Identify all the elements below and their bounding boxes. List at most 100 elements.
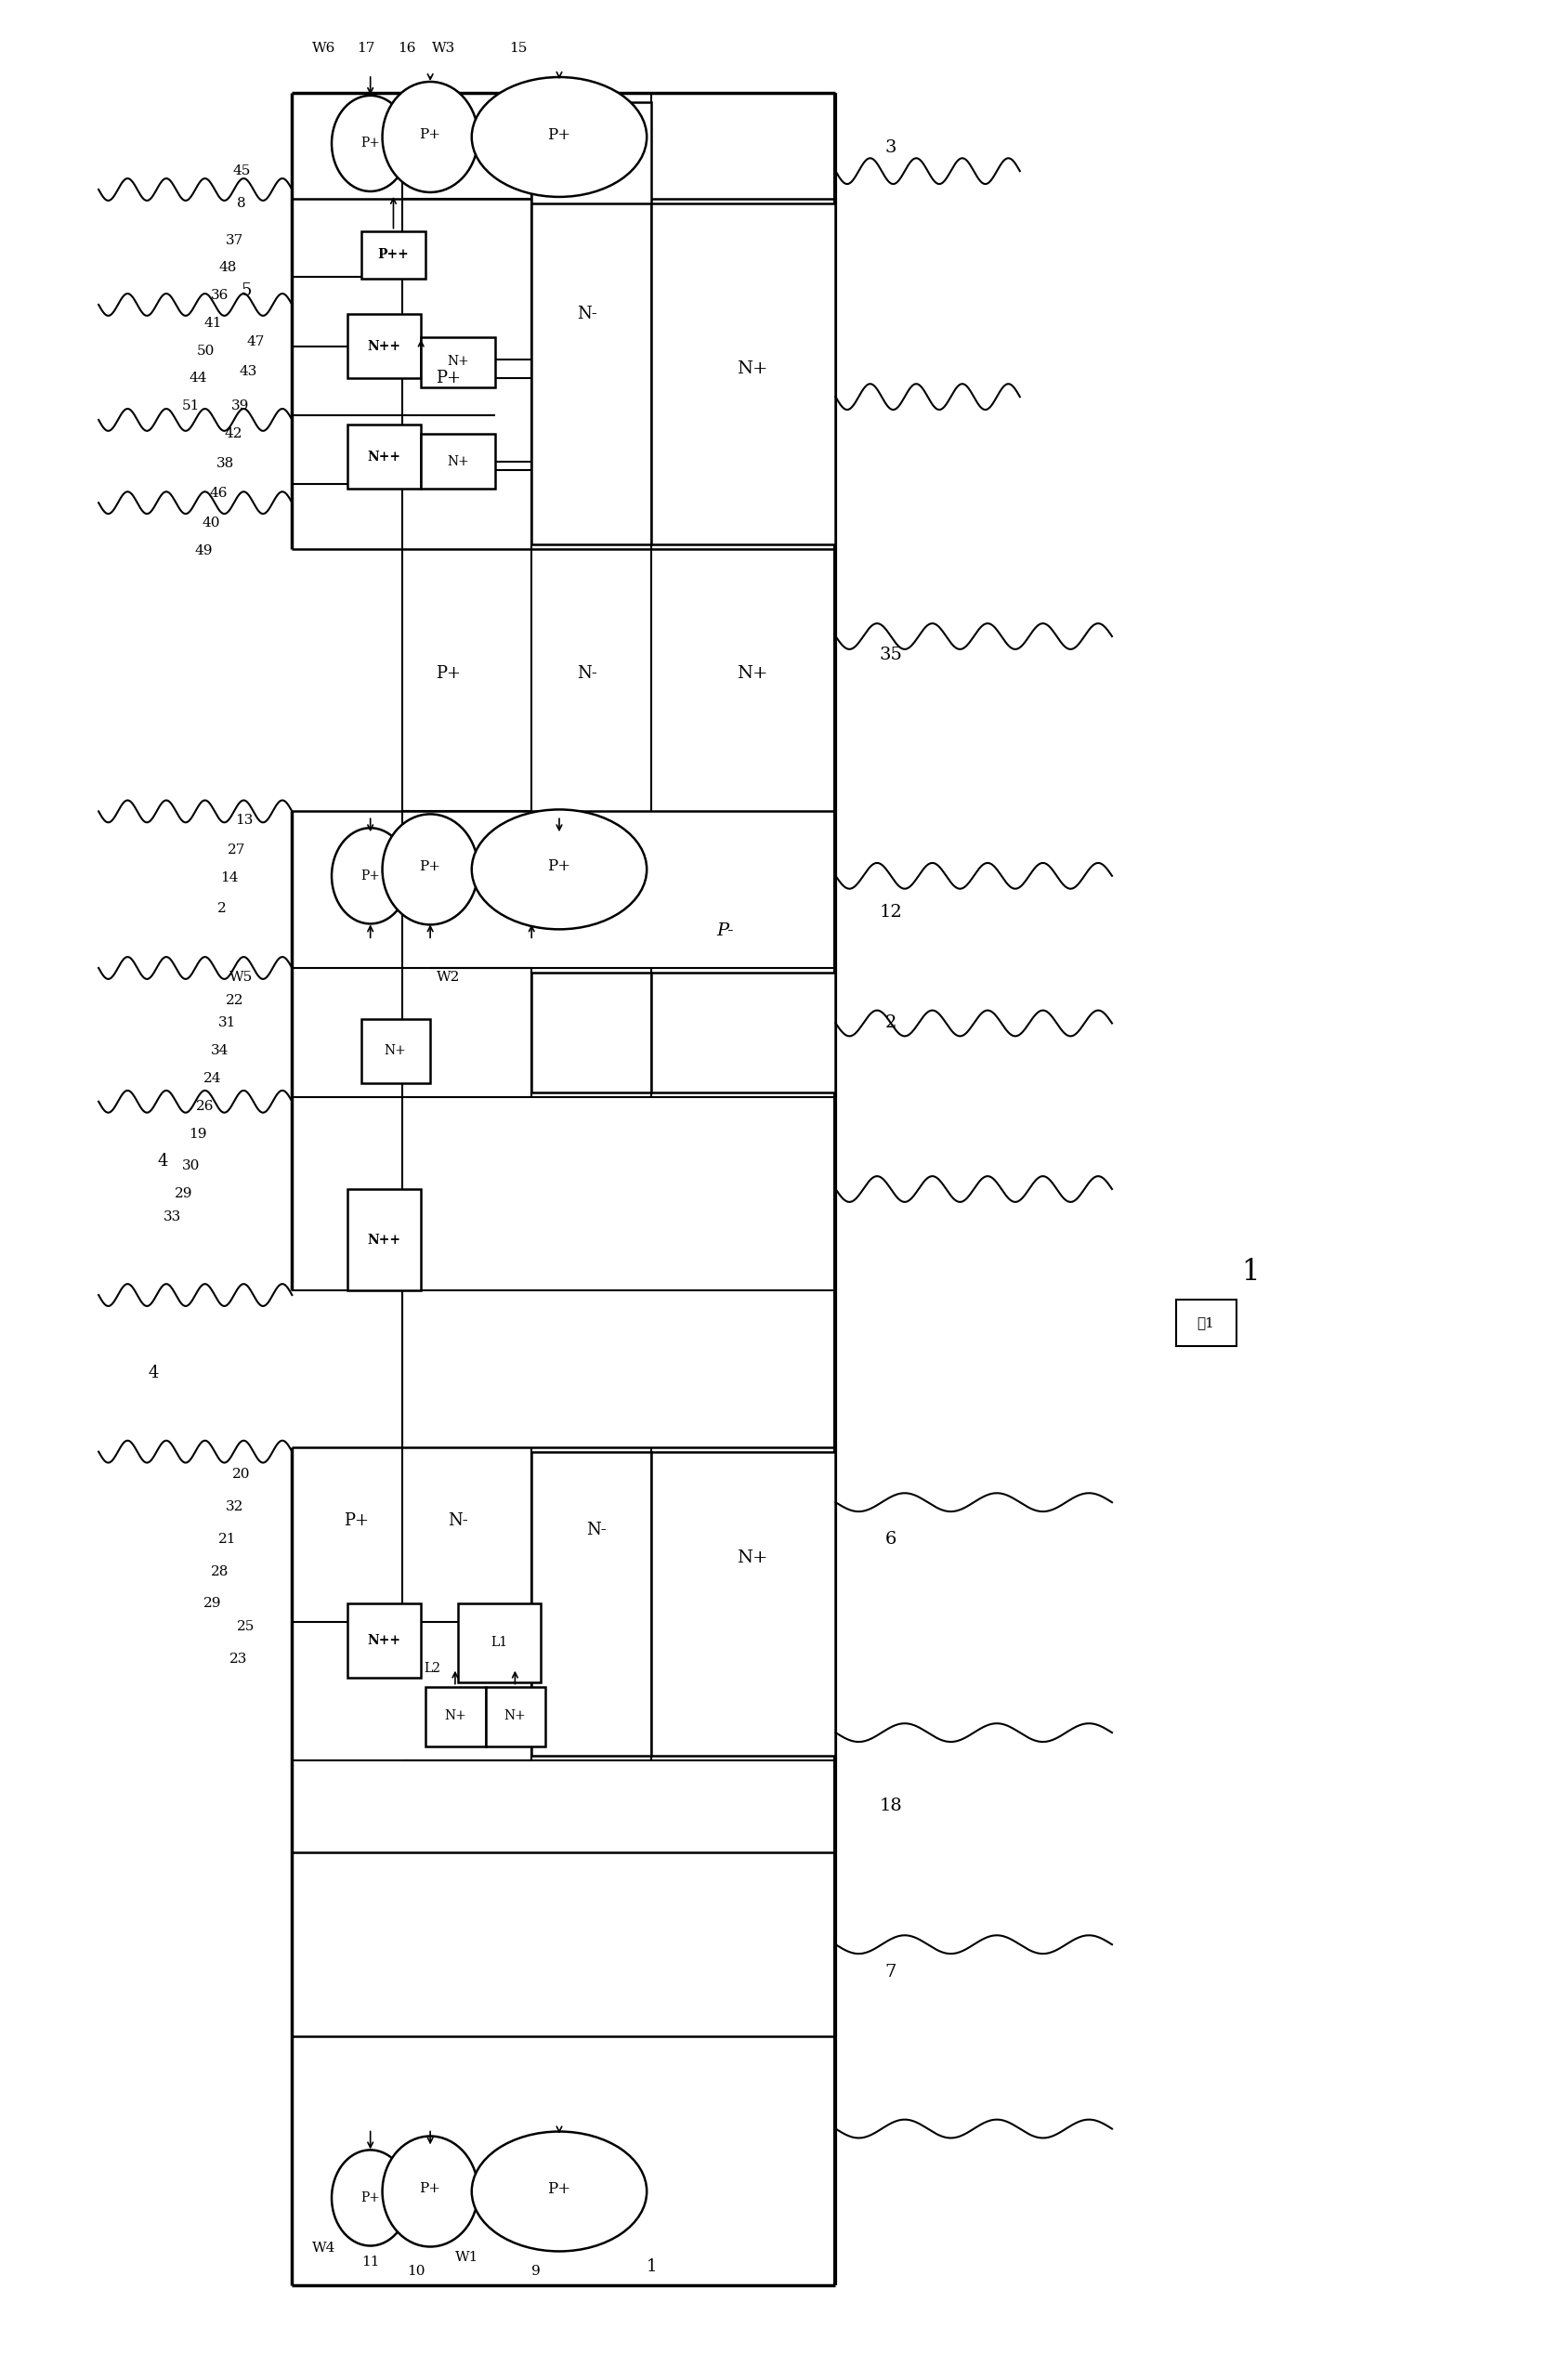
Text: 33: 33	[163, 1209, 181, 1223]
Text: N+: N+	[447, 355, 469, 369]
Text: N-: N-	[576, 664, 596, 681]
Ellipse shape	[332, 2149, 409, 2247]
Text: 50: 50	[196, 345, 215, 357]
Ellipse shape	[332, 95, 409, 190]
Text: 3: 3	[884, 140, 897, 157]
Text: 16: 16	[399, 43, 416, 55]
Ellipse shape	[332, 828, 409, 923]
Ellipse shape	[383, 814, 478, 926]
Text: W2: W2	[438, 971, 461, 983]
Bar	[651, 1452, 836, 1756]
Text: P+: P+	[419, 859, 441, 873]
Text: W6: W6	[313, 43, 336, 55]
Text: 25: 25	[237, 1621, 255, 1633]
Text: W4: W4	[313, 2242, 336, 2254]
Text: 12: 12	[880, 904, 903, 921]
Text: 18: 18	[880, 1797, 903, 1814]
Text: 1: 1	[646, 2259, 657, 2275]
Text: P+: P+	[344, 1511, 369, 1528]
Text: 45: 45	[232, 164, 251, 178]
Text: 41: 41	[204, 317, 223, 328]
Text: N-: N-	[448, 1511, 469, 1528]
Text: 5: 5	[241, 283, 251, 300]
Text: P+: P+	[361, 138, 380, 150]
Text: 6: 6	[884, 1530, 897, 1547]
Bar	[347, 1604, 420, 1678]
Text: N++: N++	[367, 1233, 400, 1247]
Bar	[361, 231, 425, 278]
Text: N-: N-	[576, 305, 596, 321]
Text: P+: P+	[548, 859, 571, 873]
Text: N+: N+	[444, 1709, 466, 1723]
Text: P+: P+	[436, 369, 461, 386]
Ellipse shape	[472, 2132, 646, 2251]
Text: 4: 4	[148, 1366, 159, 1383]
Bar	[347, 424, 420, 488]
Ellipse shape	[383, 81, 478, 193]
Bar	[486, 1687, 545, 1747]
Bar	[531, 202, 651, 545]
Text: 4: 4	[157, 1152, 168, 1171]
Text: 40: 40	[202, 516, 220, 528]
Text: 42: 42	[224, 426, 243, 440]
Text: 15: 15	[509, 43, 526, 55]
Text: P+: P+	[419, 129, 441, 143]
Text: 49: 49	[195, 545, 213, 557]
Bar	[420, 433, 495, 488]
Text: N-: N-	[585, 1521, 606, 1537]
Text: 31: 31	[218, 1016, 237, 1031]
Text: 43: 43	[238, 367, 257, 378]
Bar	[1177, 1299, 1236, 1345]
Text: W1: W1	[455, 2251, 480, 2263]
Text: 29: 29	[174, 1188, 193, 1200]
Text: 38: 38	[216, 457, 235, 469]
Text: P-: P-	[716, 923, 733, 940]
Bar	[531, 973, 651, 1092]
Bar	[651, 202, 836, 545]
Text: 35: 35	[880, 647, 903, 664]
Text: 20: 20	[232, 1468, 251, 1480]
Bar	[425, 1687, 486, 1747]
Text: 44: 44	[188, 371, 207, 386]
Text: 48: 48	[218, 262, 237, 274]
Bar	[531, 102, 651, 276]
Text: P+: P+	[419, 2182, 441, 2194]
Ellipse shape	[383, 2137, 478, 2247]
Text: P+: P+	[548, 2180, 571, 2197]
Text: P+: P+	[436, 664, 461, 681]
Bar	[347, 314, 420, 378]
Text: 8: 8	[237, 198, 246, 209]
Text: 17: 17	[357, 43, 375, 55]
Text: 2: 2	[218, 902, 227, 914]
Text: 1: 1	[1241, 1257, 1260, 1288]
Bar	[531, 1452, 651, 1756]
Text: N++: N++	[367, 1635, 400, 1647]
Text: W5: W5	[229, 971, 254, 983]
Text: 34: 34	[212, 1045, 229, 1057]
Text: N+: N+	[385, 1045, 406, 1057]
Ellipse shape	[472, 809, 646, 928]
Text: 23: 23	[229, 1652, 248, 1666]
Text: 21: 21	[218, 1533, 237, 1545]
Bar	[347, 1190, 420, 1290]
Text: N+: N+	[447, 455, 469, 469]
Text: W3: W3	[433, 43, 456, 55]
Text: 26: 26	[196, 1100, 215, 1114]
Text: 51: 51	[182, 400, 199, 412]
Text: 28: 28	[212, 1566, 229, 1578]
Text: 46: 46	[209, 488, 227, 500]
Text: 36: 36	[212, 288, 229, 302]
Text: 29: 29	[204, 1597, 223, 1611]
Text: 22: 22	[226, 995, 244, 1007]
Text: 27: 27	[227, 843, 246, 857]
Bar	[361, 1019, 430, 1083]
Text: 30: 30	[182, 1159, 199, 1173]
Text: P+: P+	[361, 2192, 380, 2204]
Text: 32: 32	[226, 1499, 244, 1514]
Text: 11: 11	[361, 2256, 380, 2268]
Text: 39: 39	[232, 400, 249, 412]
Text: 24: 24	[204, 1071, 223, 1085]
Text: 47: 47	[246, 336, 265, 347]
Text: N+: N+	[736, 664, 768, 681]
Text: L1: L1	[490, 1635, 508, 1649]
